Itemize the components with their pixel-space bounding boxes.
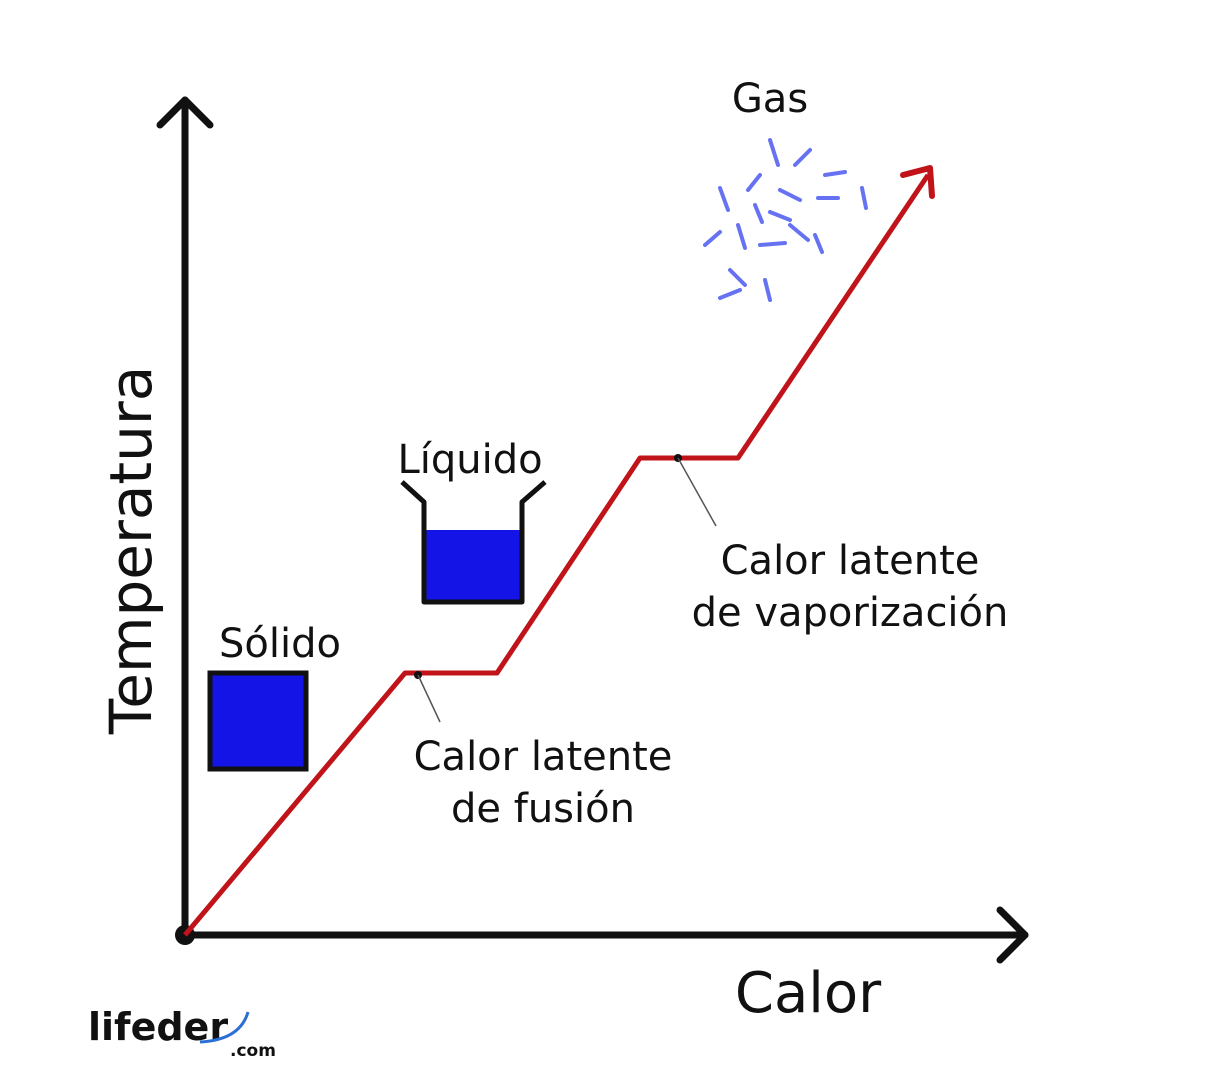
annotation: Calor latente	[414, 734, 673, 780]
annotation: de fusión	[451, 786, 635, 832]
phase-label: Gas	[732, 76, 808, 122]
liquid	[426, 530, 522, 602]
phase-label: Sólido	[219, 621, 341, 667]
axes	[156, 96, 1029, 964]
fusion-pointer	[417, 674, 441, 723]
gas-molecules	[703, 138, 868, 302]
x-axis-label: Calor	[735, 961, 882, 1026]
annotation: de vaporización	[692, 590, 1009, 636]
y-arrow	[156, 96, 214, 129]
annotation: Calor latente	[721, 538, 980, 584]
y-axis-label: Temperatura	[97, 366, 165, 736]
beaker	[400, 480, 547, 605]
phase-label: Líquido	[397, 437, 542, 483]
solid-block	[207, 670, 309, 772]
vapor-pointer	[677, 457, 717, 527]
heating-curve	[183, 173, 931, 937]
curve-arrow	[900, 165, 935, 199]
logo-suffix: .com	[230, 1041, 276, 1061]
logo-swoosh	[199, 1011, 250, 1044]
x-arrow	[996, 906, 1029, 964]
